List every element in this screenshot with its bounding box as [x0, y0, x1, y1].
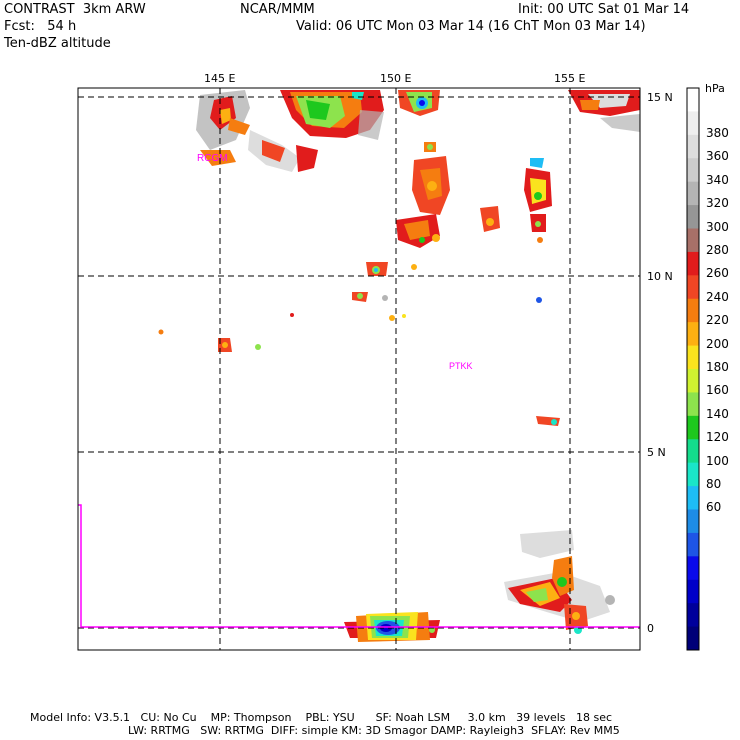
lat-label: 0 [647, 622, 654, 635]
field-name: Ten-dBZ altitude [4, 36, 111, 51]
colorbar-label: 260 [706, 266, 729, 281]
colorbar-swatch [687, 462, 699, 487]
colorbar-swatch [687, 486, 699, 510]
colorbar-swatch [687, 369, 699, 393]
model-info-line2: LW: RRTMG SW: RRTMG DIFF: simple KM: 3D … [128, 724, 620, 737]
colorbar [686, 87, 700, 651]
init-time: Init: 00 UTC Sat 01 Mar 14 [518, 2, 690, 17]
lat-label: 15 N [647, 91, 673, 104]
echo-cells-mid: PTKK [158, 262, 560, 426]
colorbar-label: 280 [706, 243, 729, 257]
lon-label: 150 E [380, 72, 412, 85]
model-info-line1: Model Info: V3.5.1 CU: No Cu MP: Thompso… [30, 711, 613, 724]
colorbar-swatch [687, 579, 699, 604]
colorbar-swatch [687, 532, 699, 557]
echo-cell-north-center [398, 90, 440, 116]
colorbar-label: 200 [706, 336, 729, 351]
colorbar-swatch [687, 626, 699, 651]
legend-unit: hPa [705, 82, 725, 95]
station-label-rcgm: RCGM [197, 153, 228, 164]
colorbar-swatch [687, 158, 699, 183]
colorbar-swatch [687, 415, 699, 440]
colorbar-label: 360 [706, 149, 729, 164]
radar-echo-layer: RCGM [158, 90, 640, 642]
center-label: NCAR/MMM [240, 2, 315, 17]
colorbar-label: 320 [706, 196, 729, 211]
domain-boundary [78, 504, 640, 628]
colorbar-label: 240 [706, 289, 729, 304]
colorbar-swatch [687, 603, 699, 628]
model-title: CONTRAST 3km ARW [4, 2, 146, 17]
colorbar-swatch [687, 322, 699, 347]
echo-cluster-north [280, 90, 384, 140]
colorbar-swatch [687, 298, 699, 323]
colorbar-label: 100 [706, 453, 729, 468]
lat-label: 5 N [647, 446, 666, 459]
colorbar-swatch [687, 556, 699, 581]
echo-cluster-northeast [568, 90, 640, 132]
colorbar-swatch [687, 275, 699, 300]
colorbar-label: 220 [706, 313, 729, 328]
echo-cluster-southeast [504, 530, 615, 634]
map-frame [77, 87, 641, 651]
colorbar-label: 300 [706, 219, 729, 234]
colorbar-label: 380 [706, 126, 729, 140]
colorbar-swatch [687, 392, 699, 417]
colorbar-label: 340 [706, 172, 729, 187]
forecast-hour: Fcst: 54 h [4, 19, 77, 34]
colorbar-frame [686, 87, 700, 651]
echo-chain-central [396, 142, 450, 248]
colorbar-swatch [687, 111, 699, 136]
lat-label: 10 N [647, 270, 673, 283]
colorbar-label: 140 [706, 406, 729, 421]
colorbar-swatch [687, 251, 699, 276]
colorbar-swatch [687, 228, 699, 253]
colorbar-swatch [687, 181, 699, 206]
colorbar-swatch [687, 134, 699, 159]
graticule [78, 88, 640, 650]
station-label-ptkk: PTKK [449, 361, 473, 371]
colorbar-label: 180 [706, 360, 729, 374]
lon-label: 145 E [204, 72, 236, 85]
colorbar-swatch [687, 439, 699, 464]
colorbar-label: 80 [706, 477, 722, 491]
colorbar-swatch [687, 88, 699, 112]
echo-cluster-northwest: RCGM [196, 90, 318, 172]
echo-cluster-east [480, 158, 552, 303]
colorbar-swatch [687, 509, 699, 534]
colorbar-label: 60 [706, 500, 722, 515]
colorbar-swatch [687, 205, 699, 229]
lon-label: 155 E [554, 72, 586, 85]
valid-time: Valid: 06 UTC Mon 03 Mar 14 (16 ChT Mon … [296, 19, 646, 34]
colorbar-label: 160 [706, 383, 729, 398]
colorbar-swatch [687, 345, 699, 370]
colorbar-label: 120 [706, 430, 729, 445]
